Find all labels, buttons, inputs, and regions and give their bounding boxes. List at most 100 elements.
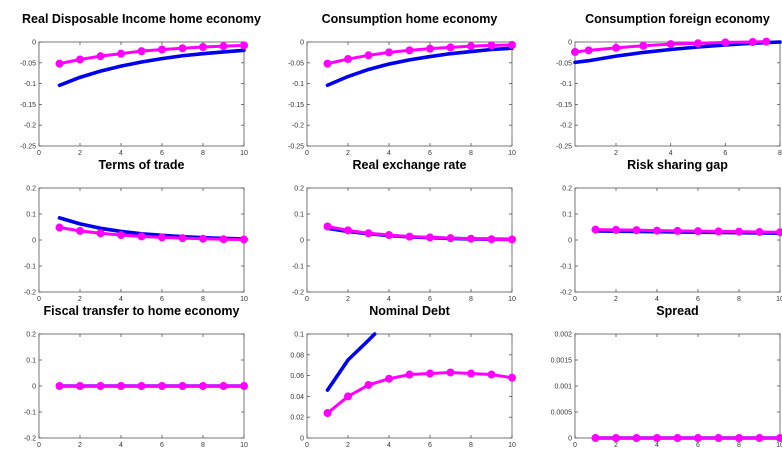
series-marker [694, 39, 702, 48]
series-line-magenta [594, 228, 782, 234]
series-marker [591, 225, 600, 234]
x-tick-label: 2 [78, 296, 82, 303]
subplot-title: Real Disposable Income home economy [22, 12, 261, 26]
subplot-title: Consumption foreign economy [585, 12, 770, 26]
series-marker [385, 231, 393, 240]
series-marker [55, 59, 64, 68]
x-tick-label: 8 [737, 442, 741, 449]
series-marker [694, 434, 702, 442]
y-tick-label: 0.2 [562, 186, 572, 193]
x-tick-label: 0 [573, 296, 577, 303]
series-marker [748, 38, 757, 46]
series-marker [584, 46, 593, 55]
series-marker [76, 226, 84, 235]
x-tick-label: 8 [469, 150, 473, 157]
x-tick-label: 8 [201, 150, 205, 157]
y-tick-label: -0.2 [292, 123, 304, 130]
series-marker [117, 49, 125, 58]
x-tick-label: 6 [160, 442, 164, 449]
series-marker [137, 382, 146, 390]
series-marker [666, 40, 675, 49]
series-marker [158, 382, 166, 390]
subplot-6: Risk sharing gap -0.2 -0.1 0 0.1 0.2 0 2 4 6 8 10 [560, 158, 782, 303]
series-marker [721, 38, 730, 47]
y-tick-label: -0.25 [288, 144, 304, 151]
series-marker [219, 42, 228, 51]
series-marker [117, 382, 125, 390]
subplot-title: Terms of trade [99, 158, 185, 172]
series-marker [487, 41, 496, 50]
series-marker [735, 434, 743, 442]
x-tick-label: 0 [305, 296, 309, 303]
series-marker [776, 434, 782, 442]
x-tick-label: 10 [776, 296, 782, 303]
y-tick-label: -0.25 [20, 144, 36, 151]
x-tick-label: 10 [508, 150, 516, 157]
axes-box [306, 333, 513, 439]
axes-box [306, 41, 513, 147]
x-tick-label: 6 [160, 150, 164, 157]
series-marker [508, 373, 516, 382]
series-line-blue [573, 40, 782, 65]
series-marker [96, 382, 105, 390]
series-marker [344, 392, 352, 401]
axes-box [574, 187, 781, 293]
y-tick-label: -0.2 [24, 290, 36, 297]
series-marker [714, 227, 723, 236]
series-marker [364, 380, 373, 389]
subplot-title: Consumption home economy [322, 12, 498, 26]
series-marker [158, 45, 166, 54]
subplot-2: Consumption home economy -0.25 -0.2 -0.15 -0… [288, 12, 516, 157]
series-marker [344, 55, 352, 64]
x-tick-label: 2 [78, 150, 82, 157]
series-marker [508, 235, 516, 244]
series-marker [612, 43, 620, 52]
series-marker [467, 369, 475, 378]
series-line-blue [325, 46, 514, 88]
axes-box [574, 333, 781, 439]
y-tick-label: 0.0015 [551, 358, 573, 365]
x-tick-label: 4 [119, 296, 123, 303]
series-marker [446, 234, 455, 243]
series-marker [653, 226, 661, 235]
y-tick-label: 0.2 [294, 186, 304, 193]
y-tick-label: 0.2 [26, 332, 36, 339]
axes-box [574, 41, 781, 147]
series-marker [467, 234, 475, 243]
series-marker [199, 42, 207, 51]
x-tick-label: 8 [469, 442, 473, 449]
x-tick-label: 0 [573, 442, 577, 449]
x-tick-label: 4 [119, 442, 123, 449]
subplot-title: Fiscal transfer to home economy [44, 304, 240, 318]
series-marker [240, 235, 248, 244]
series-marker [219, 382, 228, 390]
x-tick-label: 4 [655, 442, 659, 449]
y-tick-label: -0.2 [292, 290, 304, 297]
x-tick-label: 4 [387, 150, 391, 157]
y-tick-label: 0.1 [294, 332, 304, 339]
y-tick-label: 0.04 [290, 394, 304, 401]
y-tick-label: 0.06 [290, 373, 304, 380]
series-marker [755, 227, 764, 236]
x-tick-label: 8 [201, 442, 205, 449]
x-tick-label: 4 [387, 442, 391, 449]
subplot-title: Real exchange rate [353, 158, 467, 172]
x-tick-label: 4 [119, 150, 123, 157]
y-tick-label: 0 [300, 40, 304, 47]
subplot-7: Fiscal transfer to home economy -0.2 -0.1 0… [24, 304, 248, 449]
x-tick-label: 0 [37, 150, 41, 157]
y-tick-label: 0.0005 [551, 410, 573, 417]
series-marker [96, 52, 105, 61]
y-tick-label: 0 [568, 40, 572, 47]
series-marker [673, 434, 682, 442]
subplot-8: Nominal Debt 0 0.02 0.04 0.06 0.08 0.1 0 2 4 6 8 10 [290, 304, 516, 449]
x-tick-label: 2 [346, 296, 350, 303]
x-tick-label: 0 [37, 296, 41, 303]
y-tick-label: -0.2 [560, 290, 572, 297]
y-tick-label: 0.002 [554, 332, 572, 339]
series-marker [426, 369, 434, 378]
x-tick-label: 0 [305, 150, 309, 157]
series-line-blue [325, 332, 377, 392]
x-tick-label: 10 [240, 150, 248, 157]
series-marker [385, 374, 393, 383]
